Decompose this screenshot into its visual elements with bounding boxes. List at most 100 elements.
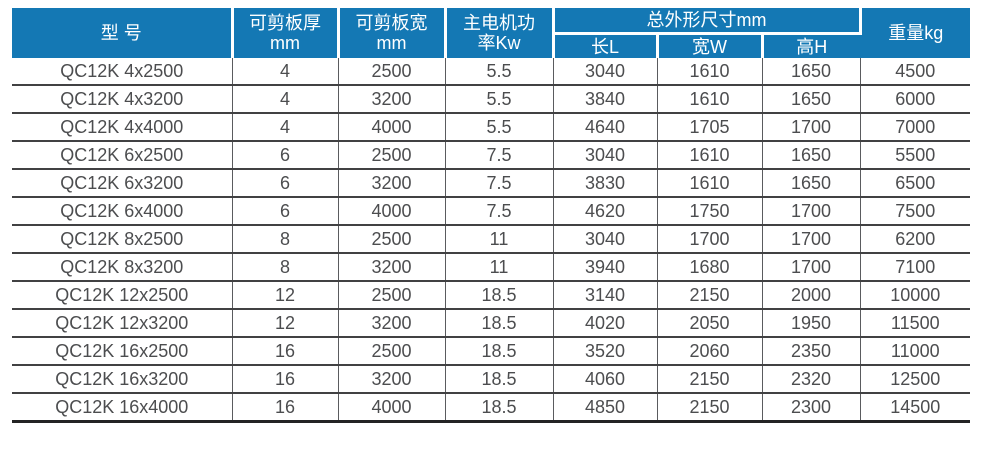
col-header-width-unit: mm <box>376 33 407 53</box>
cell-thickness-mm: 4 <box>232 113 339 142</box>
table-row: QC12K 6x4000 6 4000 7.5 4620 1750 1700 7500 <box>12 197 970 226</box>
cell-model: QC12K 4x4000 <box>12 113 233 142</box>
cell-thickness-mm: 8 <box>232 253 339 282</box>
cell-length-l: 3040 <box>553 141 658 170</box>
spec-table: 型 号 可剪板厚 mm 可剪板宽 mm 主电机功 率Kw 总外形尺寸mm 重量kg 长… <box>12 8 970 423</box>
cell-weight-kg: 14500 <box>860 393 970 423</box>
col-header-thickness: 可剪板厚 mm <box>232 8 340 58</box>
header-row-top: 型 号 可剪板厚 mm 可剪板宽 mm 主电机功 率Kw 总外形尺寸mm 重量kg <box>12 8 970 58</box>
cell-width-w: 1680 <box>657 253 763 282</box>
table-row: QC12K 6x2500 6 2500 7.5 3040 1610 1650 5500 <box>12 141 970 170</box>
cell-power-kw: 11 <box>445 253 554 282</box>
cell-model: QC12K 6x4000 <box>12 197 233 226</box>
cell-model: QC12K 12x2500 <box>12 281 233 310</box>
cell-thickness-mm: 8 <box>232 225 339 254</box>
cell-width-mm: 2500 <box>338 281 446 310</box>
cell-width-w: 1610 <box>657 85 763 114</box>
cell-length-l: 4850 <box>553 393 658 423</box>
cell-weight-kg: 5500 <box>860 141 970 170</box>
col-header-model: 型 号 <box>12 8 234 58</box>
header-row-sub: 长L 宽W 高H <box>12 33 970 58</box>
cell-weight-kg: 10000 <box>860 281 970 310</box>
cell-thickness-mm: 4 <box>232 85 339 114</box>
cell-width-mm: 3200 <box>338 85 446 114</box>
cell-width-mm: 3200 <box>338 365 446 394</box>
col-header-thickness-unit: mm <box>270 33 300 53</box>
cell-length-l: 4640 <box>553 113 658 142</box>
table-row: QC12K 8x2500 8 2500 11 3040 1700 1700 6200 <box>12 225 970 254</box>
cell-weight-kg: 7500 <box>860 197 970 226</box>
cell-thickness-mm: 16 <box>232 337 339 366</box>
table-row: QC12K 4x3200 4 3200 5.5 3840 1610 1650 6000 <box>12 85 970 114</box>
cell-power-kw: 18.5 <box>445 281 554 310</box>
cell-height-h: 1700 <box>762 225 861 254</box>
table-row: QC12K 12x3200 12 3200 18.5 4020 2050 1950 11500 <box>12 309 970 338</box>
table-header: 型 号 可剪板厚 mm 可剪板宽 mm 主电机功 率Kw 总外形尺寸mm 重量kg 长… <box>12 8 970 58</box>
cell-model: QC12K 6x2500 <box>12 141 233 170</box>
cell-width-mm: 2500 <box>338 141 446 170</box>
cell-height-h: 2000 <box>762 281 861 310</box>
cell-width-w: 2060 <box>657 337 763 366</box>
cell-height-h: 2350 <box>762 337 861 366</box>
cell-width-w: 2050 <box>657 309 763 338</box>
cell-power-kw: 11 <box>445 225 554 254</box>
table-row: QC12K 4x4000 4 4000 5.5 4640 1705 1700 7000 <box>12 113 970 142</box>
cell-width-w: 1610 <box>657 58 763 86</box>
col-header-weight: 重量kg <box>860 8 970 58</box>
cell-height-h: 1700 <box>762 253 861 282</box>
cell-weight-kg: 4500 <box>860 58 970 86</box>
col-header-dim-height: 高H <box>762 33 860 58</box>
page: { "table": { "headers": { "model": "型 号"… <box>0 8 992 458</box>
table-row: QC12K 8x3200 8 3200 11 3940 1680 1700 7100 <box>12 253 970 282</box>
cell-width-mm: 4000 <box>338 113 446 142</box>
cell-length-l: 4620 <box>553 197 658 226</box>
cell-power-kw: 7.5 <box>445 169 554 198</box>
cell-power-kw: 18.5 <box>445 337 554 366</box>
col-header-power: 主电机功 率Kw <box>445 8 555 58</box>
cell-width-mm: 3200 <box>338 253 446 282</box>
cell-thickness-mm: 16 <box>232 393 339 423</box>
col-header-width-line1: 可剪板宽 <box>355 13 428 33</box>
table-row: QC12K 4x2500 4 2500 5.5 3040 1610 1650 4500 <box>12 58 970 86</box>
cell-length-l: 3140 <box>553 281 658 310</box>
col-header-length: 长L <box>553 33 659 58</box>
cell-length-l: 3940 <box>553 253 658 282</box>
cell-length-l: 3520 <box>553 337 658 366</box>
cell-model: QC12K 16x2500 <box>12 337 233 366</box>
cell-weight-kg: 6000 <box>860 85 970 114</box>
cell-length-l: 4060 <box>553 365 658 394</box>
cell-power-kw: 7.5 <box>445 141 554 170</box>
cell-thickness-mm: 6 <box>232 141 339 170</box>
cell-height-h: 1650 <box>762 169 861 198</box>
cell-model: QC12K 8x3200 <box>12 253 233 282</box>
cell-model: QC12K 4x2500 <box>12 58 233 86</box>
table-row: QC12K 16x4000 16 4000 18.5 4850 2150 2300 14500 <box>12 393 970 423</box>
cell-width-mm: 3200 <box>338 169 446 198</box>
col-header-width: 可剪板宽 mm <box>338 8 447 58</box>
cell-thickness-mm: 4 <box>232 58 339 86</box>
cell-width-w: 1610 <box>657 141 763 170</box>
cell-width-w: 1700 <box>657 225 763 254</box>
col-header-thickness-line1: 可剪板厚 <box>249 13 321 33</box>
cell-width-w: 2150 <box>657 393 763 423</box>
cell-power-kw: 5.5 <box>445 85 554 114</box>
col-header-power-line1: 主电机功 <box>463 13 535 33</box>
cell-model: QC12K 6x3200 <box>12 169 233 198</box>
cell-thickness-mm: 12 <box>232 309 339 338</box>
cell-height-h: 1700 <box>762 113 861 142</box>
cell-height-h: 1650 <box>762 85 861 114</box>
col-header-dim-width: 宽W <box>657 33 764 58</box>
cell-width-mm: 2500 <box>338 337 446 366</box>
cell-length-l: 3040 <box>553 225 658 254</box>
cell-weight-kg: 12500 <box>860 365 970 394</box>
cell-length-l: 4020 <box>553 309 658 338</box>
cell-weight-kg: 11500 <box>860 309 970 338</box>
cell-weight-kg: 11000 <box>860 337 970 366</box>
cell-model: QC12K 16x3200 <box>12 365 233 394</box>
cell-model: QC12K 8x2500 <box>12 225 233 254</box>
cell-width-w: 2150 <box>657 365 763 394</box>
table-row: QC12K 12x2500 12 2500 18.5 3140 2150 2000 10000 <box>12 281 970 310</box>
cell-thickness-mm: 6 <box>232 169 339 198</box>
cell-width-w: 1705 <box>657 113 763 142</box>
cell-height-h: 1950 <box>762 309 861 338</box>
